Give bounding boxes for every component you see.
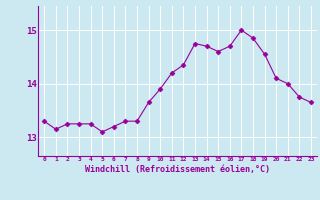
X-axis label: Windchill (Refroidissement éolien,°C): Windchill (Refroidissement éolien,°C) <box>85 165 270 174</box>
